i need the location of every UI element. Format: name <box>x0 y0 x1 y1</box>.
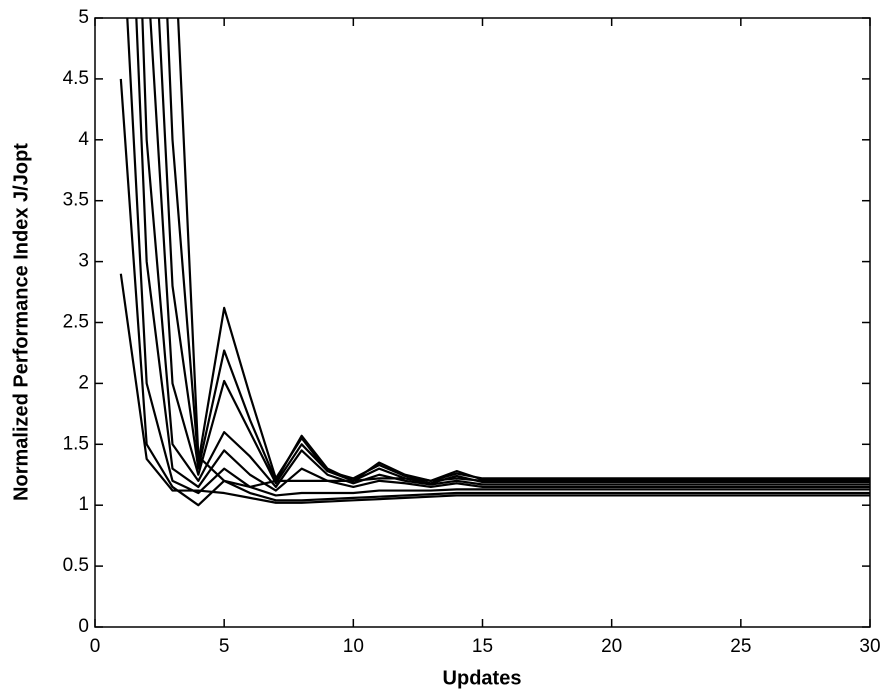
y-tick-label: 0 <box>78 616 89 637</box>
data-line <box>149 18 870 485</box>
x-tick-label: 15 <box>472 636 493 657</box>
y-tick-label: 5 <box>78 7 89 28</box>
plot-area <box>119 18 870 507</box>
y-tick-label: 0.5 <box>63 555 89 576</box>
data-line <box>157 18 870 482</box>
data-line <box>126 18 870 497</box>
data-line <box>141 18 870 489</box>
y-tick-label: 4 <box>78 129 89 150</box>
y-tick-label: 1 <box>78 494 89 515</box>
y-tick-label: 2 <box>78 372 89 393</box>
x-tick-label: 20 <box>601 636 622 657</box>
data-line <box>177 18 870 489</box>
y-tick-label: 2.5 <box>63 312 89 333</box>
y-tick-label: 4.5 <box>63 68 89 89</box>
y-tick-label: 3.5 <box>63 190 89 211</box>
x-axis-label: Updates <box>443 667 522 689</box>
y-axis-label: Normalized Performance Index J/Jopt <box>10 143 32 501</box>
plot-frame <box>94 17 871 628</box>
x-tick-label: 10 <box>343 636 364 657</box>
x-tick-label: 5 <box>219 636 230 657</box>
data-line <box>135 18 870 492</box>
x-tick-label: 0 <box>90 636 101 657</box>
data-line <box>166 18 870 482</box>
y-tick-label: 3 <box>78 251 89 272</box>
y-tick-label: 1.5 <box>63 433 89 454</box>
x-tick-label: 30 <box>859 636 880 657</box>
x-tick-label: 25 <box>730 636 751 657</box>
data-line <box>119 78 870 507</box>
data-line <box>119 273 870 504</box>
